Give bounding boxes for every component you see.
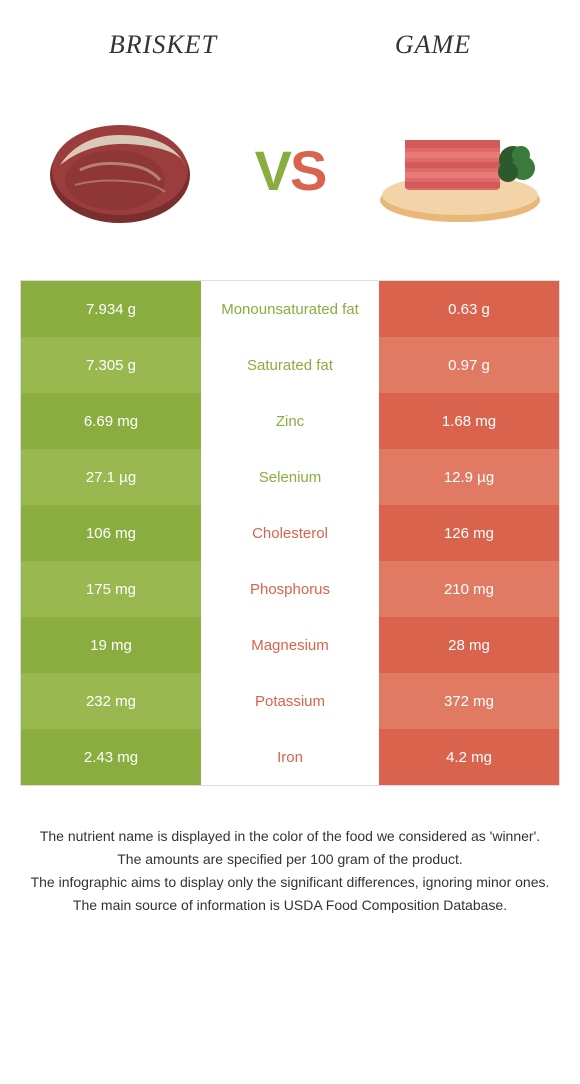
cell-right-value: 372 mg xyxy=(379,673,559,729)
cell-left-value: 2.43 mg xyxy=(21,729,201,785)
cell-right-value: 210 mg xyxy=(379,561,559,617)
footnote-line: The nutrient name is displayed in the co… xyxy=(20,826,560,847)
cell-right-value: 0.63 g xyxy=(379,281,559,337)
table-row: 7.934 gMonounsaturated fat0.63 g xyxy=(21,281,559,337)
header: BRISKET GAME xyxy=(0,0,580,70)
cell-left-value: 19 mg xyxy=(21,617,201,673)
title-right: GAME xyxy=(395,30,471,60)
cell-nutrient-name: Zinc xyxy=(201,393,379,449)
comparison-table: 7.934 gMonounsaturated fat0.63 g7.305 gS… xyxy=(20,280,560,786)
cell-nutrient-name: Phosphorus xyxy=(201,561,379,617)
cell-nutrient-name: Iron xyxy=(201,729,379,785)
footnote-line: The amounts are specified per 100 gram o… xyxy=(20,849,560,870)
cell-left-value: 6.69 mg xyxy=(21,393,201,449)
cell-right-value: 4.2 mg xyxy=(379,729,559,785)
vs-label: VS xyxy=(255,138,326,203)
cell-nutrient-name: Saturated fat xyxy=(201,337,379,393)
table-row: 27.1 µgSelenium12.9 µg xyxy=(21,449,559,505)
brisket-image xyxy=(30,100,210,240)
vs-v: V xyxy=(255,139,290,202)
table-row: 6.69 mgZinc1.68 mg xyxy=(21,393,559,449)
table-row: 106 mgCholesterol126 mg xyxy=(21,505,559,561)
footnote-line: The infographic aims to display only the… xyxy=(20,872,560,893)
cell-left-value: 232 mg xyxy=(21,673,201,729)
vs-s: S xyxy=(290,139,325,202)
cell-nutrient-name: Cholesterol xyxy=(201,505,379,561)
cell-right-value: 28 mg xyxy=(379,617,559,673)
table-row: 19 mgMagnesium28 mg xyxy=(21,617,559,673)
table-row: 175 mgPhosphorus210 mg xyxy=(21,561,559,617)
cell-left-value: 7.934 g xyxy=(21,281,201,337)
cell-right-value: 12.9 µg xyxy=(379,449,559,505)
footnotes: The nutrient name is displayed in the co… xyxy=(0,786,580,938)
table-row: 232 mgPotassium372 mg xyxy=(21,673,559,729)
table-row: 2.43 mgIron4.2 mg xyxy=(21,729,559,785)
table-row: 7.305 gSaturated fat0.97 g xyxy=(21,337,559,393)
vs-section: VS xyxy=(0,70,580,280)
cell-right-value: 0.97 g xyxy=(379,337,559,393)
cell-left-value: 27.1 µg xyxy=(21,449,201,505)
cell-nutrient-name: Potassium xyxy=(201,673,379,729)
cell-right-value: 1.68 mg xyxy=(379,393,559,449)
cell-left-value: 7.305 g xyxy=(21,337,201,393)
game-image xyxy=(370,100,550,240)
cell-right-value: 126 mg xyxy=(379,505,559,561)
cell-left-value: 175 mg xyxy=(21,561,201,617)
title-left: BRISKET xyxy=(109,30,217,60)
cell-nutrient-name: Monounsaturated fat xyxy=(201,281,379,337)
cell-nutrient-name: Magnesium xyxy=(201,617,379,673)
footnote-line: The main source of information is USDA F… xyxy=(20,895,560,916)
cell-left-value: 106 mg xyxy=(21,505,201,561)
cell-nutrient-name: Selenium xyxy=(201,449,379,505)
